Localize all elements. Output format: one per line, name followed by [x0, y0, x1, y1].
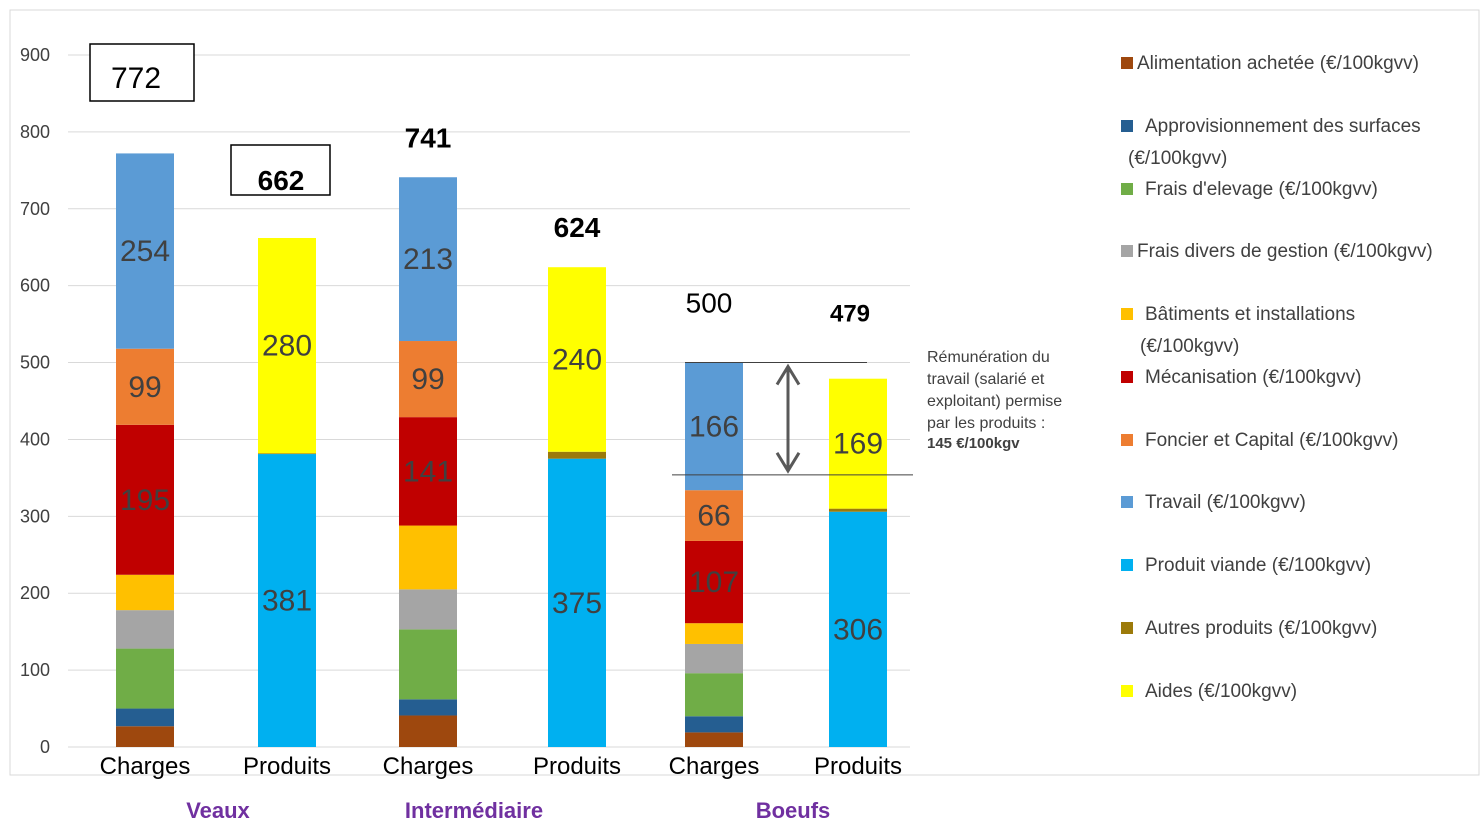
- data-label: 306: [833, 613, 883, 646]
- x-category-label: Charges: [100, 753, 191, 780]
- bar-segment: [116, 575, 174, 610]
- group-label: Veaux: [186, 798, 250, 821]
- legend-swatch: [1121, 245, 1133, 257]
- data-labels: 195 99 254 381 280 141 99 213 375 240 107 66 166 306 1…: [120, 235, 883, 646]
- bars: [116, 153, 887, 747]
- y-tick-label: 600: [20, 276, 50, 296]
- bar-segment: [399, 526, 457, 590]
- x-category-label: Produits: [243, 753, 331, 780]
- bar-segment: [116, 649, 174, 709]
- legend-label: Mécanisation (€/100kgvv): [1145, 367, 1362, 388]
- annotation-value: 145 €/100kgv: [927, 435, 1020, 452]
- total-label: 662: [258, 165, 305, 196]
- data-label: 66: [697, 500, 730, 533]
- total-label: 741: [405, 122, 452, 153]
- legend-label: Produit viande (€/100kgvv): [1145, 555, 1371, 576]
- legend-label: (€/100kgvv): [1128, 148, 1227, 169]
- legend-swatch: [1121, 57, 1133, 69]
- y-tick-label: 100: [20, 660, 50, 680]
- legend-swatch: [1121, 434, 1133, 446]
- total-label: 479: [830, 301, 870, 328]
- data-label: 195: [120, 484, 170, 517]
- bar-segment: [116, 709, 174, 727]
- data-label: 240: [552, 343, 602, 376]
- legend-label: Approvisionnement des surfaces: [1145, 116, 1421, 137]
- data-label: 280: [262, 330, 312, 363]
- total-label: 624: [554, 212, 601, 243]
- y-tick-label: 500: [20, 353, 50, 373]
- y-tick-label: 700: [20, 199, 50, 219]
- bar-segment: [116, 610, 174, 648]
- bar-segment: [685, 644, 743, 673]
- total-label: 772: [111, 62, 161, 95]
- data-label: 141: [403, 455, 453, 488]
- data-label: 375: [552, 587, 602, 620]
- legend-label: Aides (€/100kgvv): [1145, 681, 1297, 702]
- data-label: 381: [262, 585, 312, 618]
- y-tick-label: 800: [20, 122, 50, 142]
- legend-swatch: [1121, 120, 1133, 132]
- legend-label: (€/100kgvv): [1140, 336, 1239, 357]
- legend-label: Frais d'elevage (€/100kgvv): [1145, 179, 1378, 200]
- y-tick-label: 200: [20, 583, 50, 603]
- legend: Alimentation achetée (€/100kgvv) Approvis…: [1121, 53, 1433, 702]
- legend-label: Autres produits (€/100kgvv): [1145, 618, 1377, 639]
- annotation-text: par les produits :: [927, 415, 1045, 432]
- y-tick-label: 300: [20, 506, 50, 526]
- legend-label: Bâtiments et installations: [1145, 304, 1355, 325]
- legend-swatch: [1121, 685, 1133, 697]
- total-labels: 772 662 741 624 500 479: [90, 44, 870, 328]
- data-label: 107: [689, 566, 739, 599]
- legend-label: Alimentation achetée (€/100kgvv): [1137, 53, 1419, 74]
- bar-segment: [399, 589, 457, 629]
- annotation-text: Rémunération du: [927, 349, 1050, 366]
- legend-swatch: [1121, 371, 1133, 383]
- x-category-label: Produits: [533, 753, 621, 780]
- bar-segment: [829, 509, 887, 512]
- legend-swatch: [1121, 559, 1133, 571]
- annotation-text: exploitant) permise: [927, 393, 1062, 410]
- legend-label: Foncier et Capital (€/100kgvv): [1145, 430, 1398, 451]
- x-category-label: Produits: [814, 753, 902, 780]
- group-label: Intermédiaire: [405, 798, 543, 821]
- bar-segment: [685, 716, 743, 732]
- group-label: Boeufs: [756, 798, 831, 821]
- bar-segment: [685, 673, 743, 716]
- annotation-text: travail (salarié et: [927, 371, 1045, 388]
- legend-swatch: [1121, 496, 1133, 508]
- x-category-label: Charges: [383, 753, 474, 780]
- y-tick-label: 900: [20, 45, 50, 65]
- bar-segment: [548, 452, 606, 459]
- data-label: 166: [689, 410, 739, 443]
- bar-segment: [116, 726, 174, 747]
- gridlines: [68, 55, 910, 747]
- y-tick-label: 0: [40, 737, 50, 757]
- bar-segment: [258, 453, 316, 454]
- legend-swatch: [1121, 622, 1133, 634]
- data-label: 169: [833, 428, 883, 461]
- total-label: 500: [686, 288, 733, 319]
- bar-segment: [399, 629, 457, 699]
- data-label: 99: [128, 371, 161, 404]
- group-labels: Veaux Intermédiaire Boeufs: [186, 798, 830, 821]
- bar-segment: [685, 623, 743, 644]
- y-tick-label: 400: [20, 429, 50, 449]
- legend-swatch: [1121, 308, 1133, 320]
- data-label: 99: [411, 363, 444, 396]
- legend-label: Travail (€/100kgvv): [1145, 492, 1306, 513]
- legend-swatch: [1121, 183, 1133, 195]
- data-label: 254: [120, 235, 170, 268]
- legend-label: Frais divers de gestion (€/100kgvv): [1137, 241, 1433, 262]
- bar-segment: [685, 732, 743, 747]
- y-axis-tick-labels: 0 100 200 300 400 500 600 700 800 900: [20, 45, 50, 757]
- bar-segment: [399, 699, 457, 715]
- bar-segment: [399, 715, 457, 747]
- x-axis-category-labels: Charges Produits Charges Produits Charges Pro…: [100, 753, 902, 780]
- data-label: 213: [403, 243, 453, 276]
- x-category-label: Charges: [669, 753, 760, 780]
